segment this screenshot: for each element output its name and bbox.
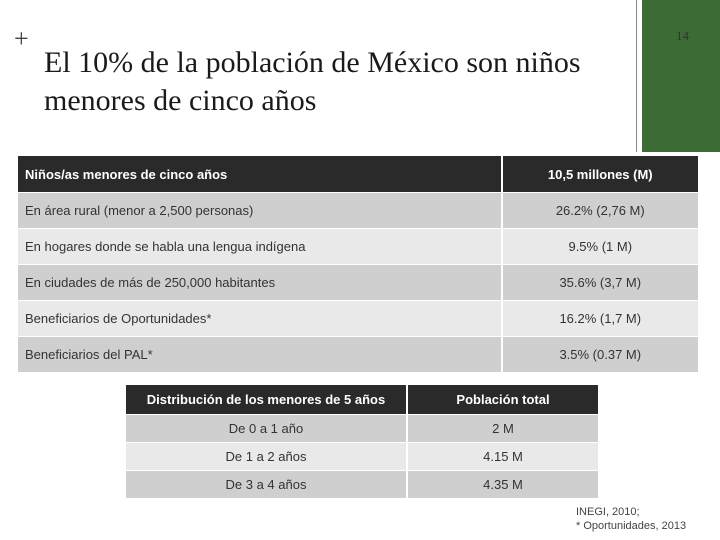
- row-label: Beneficiarios de Oportunidades*: [18, 300, 502, 337]
- accent-bar: [642, 0, 720, 152]
- row-value: 2 M: [406, 414, 598, 443]
- table-row: En ciudades de más de 250,000 habitantes…: [18, 264, 698, 301]
- row-value: 9.5% (1 M): [500, 228, 698, 265]
- page-number: 14: [676, 28, 689, 43]
- row-value: 4.15 M: [406, 442, 598, 471]
- row-value: 26.2% (2,76 M): [500, 192, 698, 229]
- table-row: De 1 a 2 años 4.15 M: [126, 442, 598, 471]
- header-value: 10,5 millones (M): [500, 156, 698, 193]
- table-row: En hogares donde se habla una lengua ind…: [18, 228, 698, 265]
- source-note: INEGI, 2010; * Oportunidades, 2013: [576, 505, 686, 533]
- table-row: De 0 a 1 año 2 M: [126, 414, 598, 443]
- table-row: Beneficiarios del PAL* 3.5% (0.37 M): [18, 336, 698, 373]
- divider-line: [636, 0, 637, 152]
- plus-icon: +: [14, 24, 29, 53]
- row-value: 16.2% (1,7 M): [500, 300, 698, 337]
- table-row: De 3 a 4 años 4.35 M: [126, 470, 598, 499]
- row-label: En área rural (menor a 2,500 personas): [18, 192, 502, 229]
- row-label: En ciudades de más de 250,000 habitantes: [18, 264, 502, 301]
- slide-title: El 10% de la población de México son niñ…: [44, 46, 581, 117]
- row-label: Beneficiarios del PAL*: [18, 336, 502, 373]
- table-header-row: Niños/as menores de cinco años 10,5 mill…: [18, 156, 698, 193]
- table-row: Beneficiarios de Oportunidades* 16.2% (1…: [18, 300, 698, 337]
- row-label: En hogares donde se habla una lengua ind…: [18, 228, 502, 265]
- row-label: De 3 a 4 años: [126, 470, 407, 499]
- table-row: En área rural (menor a 2,500 personas) 2…: [18, 192, 698, 229]
- row-value: 3.5% (0.37 M): [500, 336, 698, 373]
- row-value: 4.35 M: [406, 470, 598, 499]
- header-label: Distribución de los menores de 5 años: [126, 385, 407, 415]
- age-distribution-table: Distribución de los menores de 5 años Po…: [126, 385, 598, 499]
- children-statistics-table: Niños/as menores de cinco años 10,5 mill…: [18, 156, 698, 373]
- source-line: INEGI, 2010;: [576, 506, 640, 518]
- header-label: Niños/as menores de cinco años: [18, 156, 502, 193]
- table-header-row: Distribución de los menores de 5 años Po…: [126, 385, 598, 415]
- source-line: * Oportunidades, 2013: [576, 520, 687, 532]
- row-label: De 1 a 2 años: [126, 442, 407, 471]
- header-value: Población total: [406, 385, 598, 415]
- row-value: 35.6% (3,7 M): [500, 264, 698, 301]
- row-label: De 0 a 1 año: [126, 414, 407, 443]
